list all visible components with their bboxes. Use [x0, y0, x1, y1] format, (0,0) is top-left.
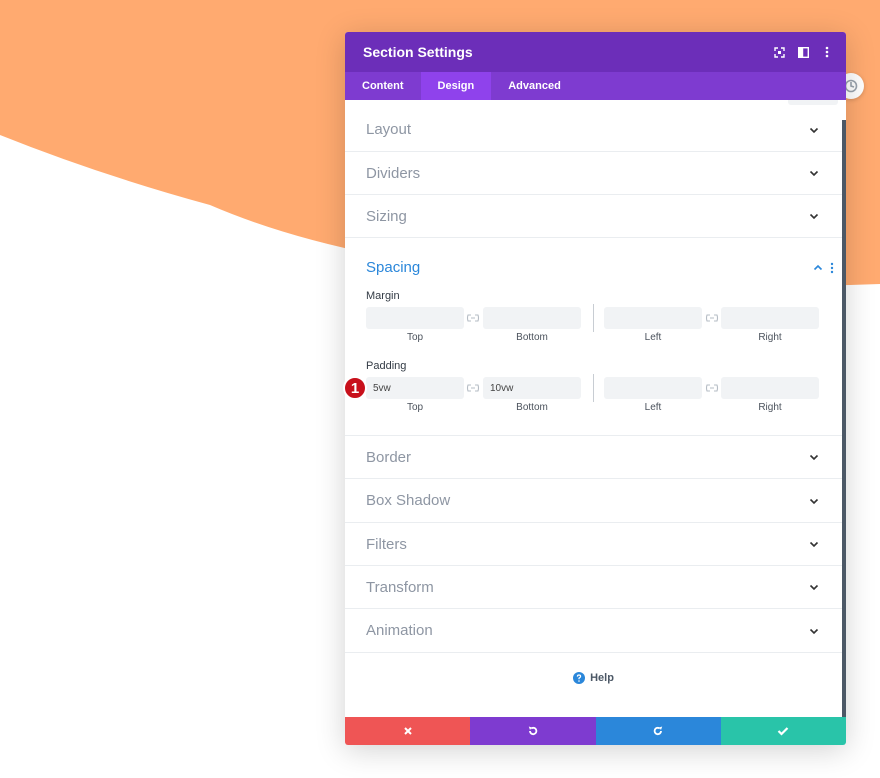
margin-top-label: Top: [406, 332, 424, 343]
padding-label: Padding: [366, 360, 407, 372]
step-badge: 1: [343, 376, 367, 400]
padding-top-label: Top: [406, 402, 424, 413]
padding-right-input[interactable]: [721, 377, 819, 399]
undo-icon: [528, 726, 538, 736]
tab-design[interactable]: Design: [420, 72, 492, 100]
more-vertical-icon[interactable]: [820, 45, 834, 59]
margin-top-input[interactable]: [366, 307, 464, 329]
field-divider: [593, 304, 594, 332]
settings-body: Layout Dividers Sizing Spacing Margin: [345, 100, 846, 717]
field-divider: [593, 374, 594, 402]
chevron-down-icon: [809, 584, 819, 591]
section-dividers[interactable]: Dividers: [345, 152, 842, 195]
chevron-down-icon: [809, 628, 819, 634]
redo-button[interactable]: [595, 717, 721, 745]
padding-right-label: Right: [758, 402, 782, 413]
section-label: Sizing: [366, 207, 407, 225]
link-icon[interactable]: [466, 313, 480, 323]
rotate-view-icon: [844, 79, 858, 93]
tab-advanced[interactable]: Advanced: [508, 80, 561, 92]
chevron-down-icon: [809, 454, 819, 461]
redo-icon: [653, 726, 663, 736]
scrollbar[interactable]: [842, 120, 846, 717]
chevron-down-icon: [809, 213, 819, 220]
modal-footer: [345, 717, 846, 745]
help-link[interactable]: Help: [345, 672, 842, 684]
section-border[interactable]: Border: [345, 436, 842, 479]
link-icon[interactable]: [705, 383, 719, 393]
more-vertical-icon[interactable]: [830, 262, 834, 274]
margin-right-input[interactable]: [721, 307, 819, 329]
chevron-up-icon[interactable]: [812, 262, 824, 274]
help-label: Help: [590, 672, 614, 684]
chevron-down-icon: [809, 127, 819, 133]
modal-title: Section Settings: [363, 44, 473, 60]
section-sizing[interactable]: Sizing: [345, 195, 842, 238]
link-icon[interactable]: [705, 313, 719, 323]
margin-left-input[interactable]: [604, 307, 702, 329]
section-animation[interactable]: Animation: [345, 609, 842, 653]
section-spacing: Spacing Margin Top Bottom Left Right Pad…: [345, 238, 842, 436]
help-icon: [573, 672, 586, 684]
tab-bar: Content Design Advanced: [345, 72, 846, 100]
spacing-title[interactable]: Spacing: [366, 259, 421, 276]
tab-stub: [788, 100, 838, 105]
chevron-down-icon: [809, 170, 819, 177]
sidebar-layout-icon[interactable]: [796, 45, 810, 59]
margin-right-label: Right: [758, 332, 782, 343]
section-label: Box Shadow: [366, 492, 451, 509]
section-box-shadow[interactable]: Box Shadow: [345, 479, 842, 523]
save-button[interactable]: [720, 717, 846, 745]
close-icon: [403, 727, 412, 735]
padding-bottom-label: Bottom: [516, 402, 548, 413]
margin-bottom-input[interactable]: [483, 307, 581, 329]
cancel-button[interactable]: [345, 717, 471, 745]
margin-bottom-label: Bottom: [516, 332, 548, 343]
section-label: Layout: [366, 121, 412, 138]
padding-left-input[interactable]: [604, 377, 702, 399]
section-layout[interactable]: Layout: [345, 100, 842, 152]
tab-content[interactable]: Content: [362, 80, 404, 92]
section-transform[interactable]: Transform: [345, 566, 842, 609]
section-label: Dividers: [366, 164, 421, 182]
modal-header: Section Settings: [345, 32, 846, 72]
section-filters[interactable]: Filters: [345, 523, 842, 566]
chevron-down-icon: [809, 541, 819, 548]
margin-label: Margin: [366, 290, 400, 302]
section-label: Animation: [366, 622, 433, 639]
margin-left-label: Left: [644, 332, 662, 343]
section-label: Border: [366, 448, 412, 466]
link-icon[interactable]: [466, 383, 480, 393]
section-label: Transform: [366, 578, 434, 596]
expand-icon[interactable]: [772, 45, 786, 59]
chevron-down-icon: [809, 498, 819, 504]
padding-left-label: Left: [644, 402, 662, 413]
padding-top-input[interactable]: 5vw: [366, 377, 464, 399]
undo-button[interactable]: [470, 717, 596, 745]
section-label: Filters: [366, 535, 407, 553]
section-settings-modal: Section Settings: [345, 32, 846, 745]
padding-bottom-input[interactable]: 10vw: [483, 377, 581, 399]
check-icon: [778, 727, 789, 736]
